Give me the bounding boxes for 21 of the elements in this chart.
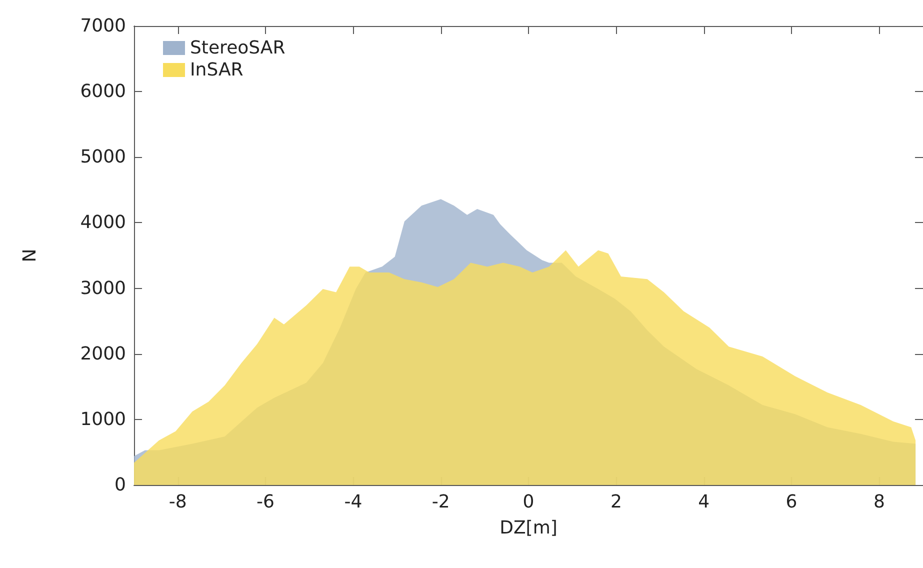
y-tick-label: 6000 bbox=[80, 81, 126, 102]
legend-label: StereoSAR bbox=[190, 38, 286, 58]
y-tick-label: 2000 bbox=[80, 343, 126, 364]
y-tick-label: 7000 bbox=[80, 16, 126, 36]
x-tick-label: -4 bbox=[344, 492, 362, 512]
x-axis-title: DZ[m] bbox=[500, 518, 558, 538]
legend-label: InSAR bbox=[190, 60, 244, 80]
x-tick-label: 8 bbox=[873, 492, 885, 512]
y-tick-label: 5000 bbox=[80, 146, 126, 168]
y-axis-title: N bbox=[20, 248, 40, 262]
x-tick-label: 6 bbox=[786, 492, 798, 512]
x-tick-label: 0 bbox=[522, 492, 534, 512]
x-tick-label: -6 bbox=[256, 492, 274, 512]
x-tick-label: -8 bbox=[168, 492, 187, 512]
y-tick-label: 0 bbox=[114, 474, 126, 496]
y-tick-label: 1000 bbox=[80, 408, 126, 430]
x-tick-label: 4 bbox=[698, 492, 710, 512]
x-tick-label: -2 bbox=[432, 492, 450, 512]
x-tick-label: 2 bbox=[610, 492, 622, 512]
y-tick-label: 3000 bbox=[80, 278, 126, 299]
y-tick-label: 4000 bbox=[80, 212, 126, 234]
